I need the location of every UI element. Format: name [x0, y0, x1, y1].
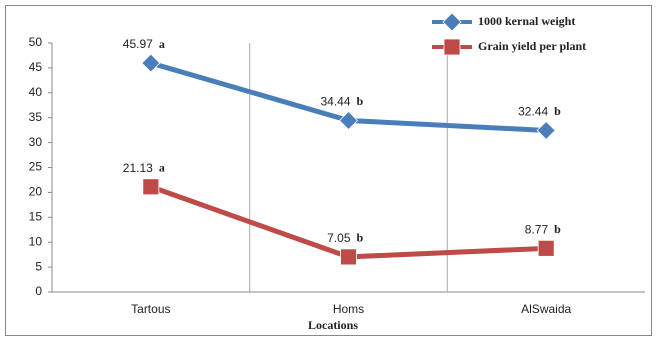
y-tick-label: 25	[29, 160, 43, 174]
y-tick-label: 20	[29, 185, 43, 199]
y-tick-label: 5	[35, 259, 42, 273]
legend-marker	[443, 38, 461, 56]
data-point	[338, 110, 359, 131]
data-label: 7.05	[327, 231, 351, 245]
y-tick-label: 50	[29, 35, 43, 49]
y-tick-label: 35	[29, 110, 43, 124]
significance-letter: b	[357, 231, 364, 245]
data-label: 34.44	[320, 95, 350, 109]
data-label: 21.13	[123, 161, 153, 175]
y-tick-label: 10	[29, 234, 43, 248]
significance-letter: b	[554, 104, 561, 118]
legend-marker	[442, 12, 462, 32]
data-point	[141, 53, 161, 73]
y-tick-label: 0	[35, 284, 42, 298]
x-tick-label: Tartous	[131, 302, 170, 316]
significance-letter: a	[159, 161, 165, 175]
data-point	[340, 248, 357, 266]
x-axis-title: Locations	[308, 318, 358, 332]
data-label: 32.44	[518, 105, 548, 119]
data-point	[142, 178, 160, 196]
y-tick-label: 45	[29, 60, 43, 74]
significance-letter: b	[554, 222, 561, 236]
data-label: 8.77	[525, 222, 549, 236]
significance-letter: a	[159, 37, 165, 51]
y-tick-label: 15	[29, 209, 43, 223]
x-tick-label: AlSwaida	[521, 302, 571, 316]
y-tick-label: 30	[29, 135, 43, 149]
legend-label: 1000 kernal weight	[478, 14, 575, 28]
data-point	[536, 120, 556, 141]
legend-label: Grain yield per plant	[478, 39, 586, 53]
chart-frame	[5, 5, 652, 336]
data-label: 45.97	[123, 37, 153, 51]
x-tick-label: Homs	[333, 302, 364, 316]
y-tick-label: 40	[29, 85, 43, 99]
data-point	[537, 239, 555, 257]
significance-letter: b	[357, 94, 364, 108]
